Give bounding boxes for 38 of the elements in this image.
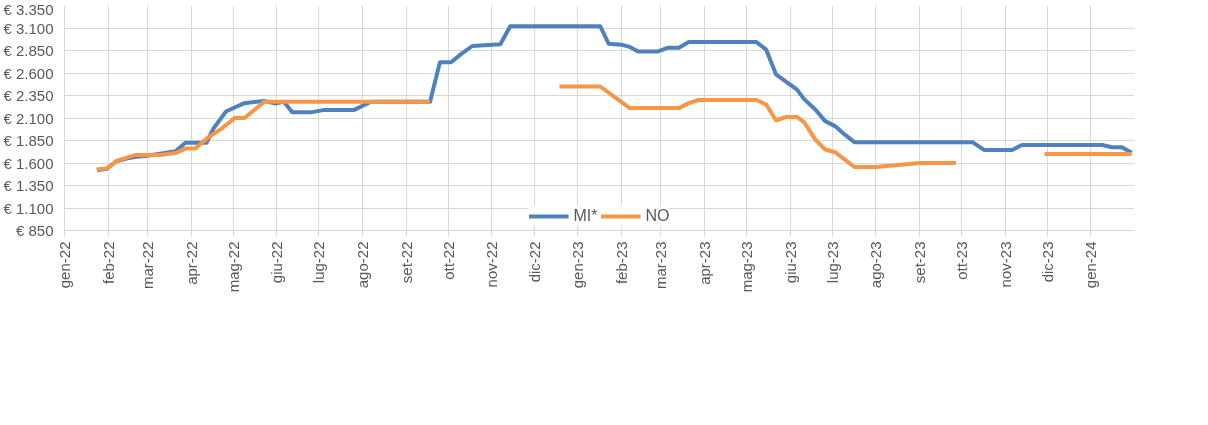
legend-label: NO bbox=[645, 207, 670, 225]
x-tick-label: dic-22 bbox=[525, 241, 543, 283]
y-tick-label: € 2.350 bbox=[3, 87, 54, 104]
x-tick-label: apr-22 bbox=[182, 241, 200, 285]
x-tick-label: ago-23 bbox=[867, 241, 885, 289]
y-tick-label: € 850 bbox=[15, 222, 54, 239]
x-tick-label: mar-22 bbox=[138, 241, 156, 290]
x-tick-label: gen-22 bbox=[56, 241, 73, 289]
legend-label: MI* bbox=[573, 207, 598, 225]
x-tick-label: gen-23 bbox=[569, 241, 587, 289]
x-tick-label: giu-23 bbox=[781, 241, 799, 284]
x-tick-label: nov-23 bbox=[996, 241, 1014, 288]
y-tick-label: € 1.600 bbox=[3, 154, 54, 172]
x-tick-label: mag-22 bbox=[224, 241, 242, 293]
y-tick-label: € 3.100 bbox=[3, 19, 54, 37]
x-tick-label: feb-23 bbox=[612, 241, 630, 285]
x-tick-label: apr-23 bbox=[695, 241, 713, 285]
x-tick-label: feb-22 bbox=[99, 241, 117, 285]
y-tick-label: € 2.600 bbox=[3, 64, 54, 82]
y-tick-label: € 3.350 bbox=[3, 0, 54, 18]
x-tick-label: ott-23 bbox=[953, 241, 971, 280]
x-tick-label: ott-22 bbox=[439, 241, 457, 280]
x-tick-label: gen-24 bbox=[1082, 241, 1100, 289]
x-tick-label: nov-22 bbox=[483, 241, 501, 288]
y-tick-label: € 2.850 bbox=[3, 42, 54, 59]
x-tick-label: set-22 bbox=[397, 241, 415, 284]
x-tick-label: mar-23 bbox=[652, 241, 670, 290]
x-tick-label: mag-23 bbox=[737, 241, 755, 293]
y-tick-label: € 1.100 bbox=[3, 199, 54, 217]
x-tick-label: ago-22 bbox=[354, 241, 372, 289]
x-tick-label: set-23 bbox=[910, 241, 928, 284]
y-tick-label: € 1.850 bbox=[3, 132, 54, 149]
y-tick-label: € 1.350 bbox=[3, 177, 54, 194]
x-tick-label: lug-22 bbox=[310, 241, 328, 284]
x-tick-label: dic-23 bbox=[1038, 241, 1056, 283]
x-tick-label: lug-23 bbox=[823, 241, 841, 284]
x-tick-label: giu-22 bbox=[268, 241, 286, 284]
y-tick-label: € 2.100 bbox=[3, 109, 54, 127]
